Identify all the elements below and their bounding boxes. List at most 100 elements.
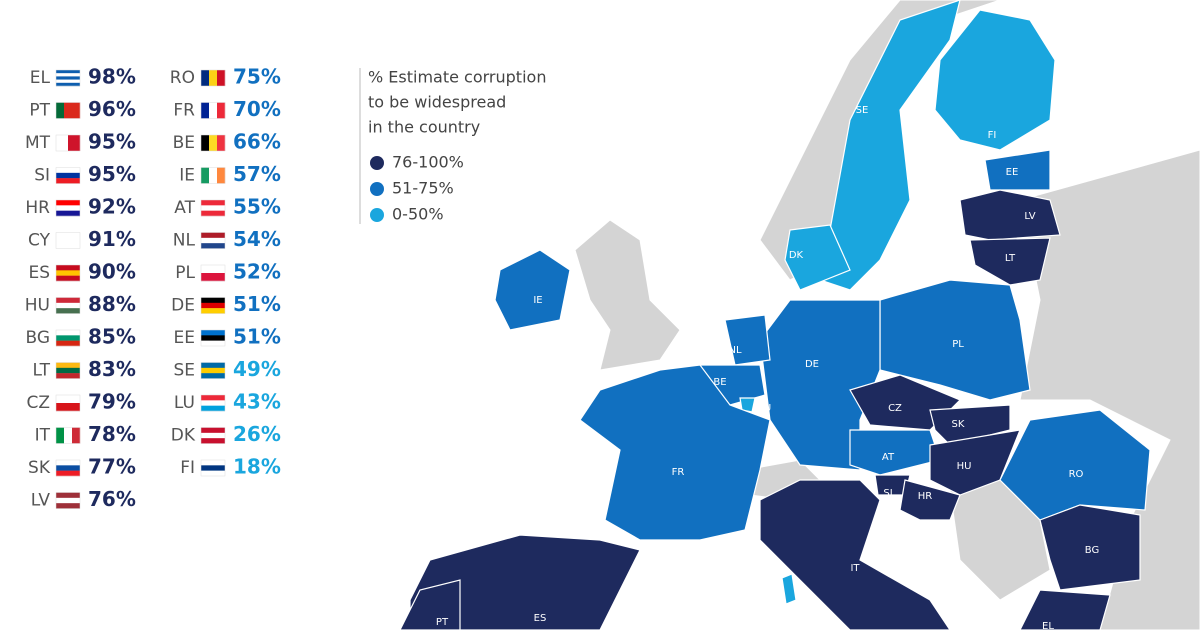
flag-stripe (201, 210, 225, 217)
country (579, 364, 771, 541)
country-value: 90% (88, 260, 136, 284)
flag-border (200, 69, 226, 87)
country (1019, 589, 1111, 630)
flag-stripe (201, 465, 225, 471)
map-label: ES (534, 613, 547, 624)
flag-stripe (201, 265, 225, 274)
flag-stripe (56, 330, 80, 336)
flag-stripe (201, 373, 225, 379)
flag-border (200, 427, 226, 444)
country-value: 79% (88, 390, 136, 414)
country-value: 52% (233, 260, 281, 284)
flag-stripe (56, 178, 80, 184)
map-label: EE (1006, 167, 1019, 178)
country-code: PL (175, 263, 195, 283)
map-label: PT (436, 617, 449, 628)
country (399, 579, 461, 630)
flag-border (200, 362, 226, 379)
flag-stripe (201, 102, 210, 119)
legend-swatch (370, 182, 384, 196)
legend-label: 76-100% (392, 153, 464, 172)
country (724, 314, 771, 366)
flag-border (200, 199, 226, 217)
flag-stripe (201, 232, 225, 239)
legend-swatch (370, 156, 384, 170)
flag-stripe (56, 210, 80, 217)
country (781, 573, 797, 605)
map-label: DE (805, 359, 819, 370)
country-code: LT (32, 361, 50, 381)
country-value: 18% (233, 455, 281, 479)
country-value: 95% (88, 130, 136, 154)
flag-stripe (56, 243, 80, 249)
flag-border (200, 459, 226, 477)
flag-stripe (217, 102, 226, 119)
country (819, 0, 961, 291)
flag-border (55, 297, 81, 314)
country-code: SE (173, 361, 195, 381)
country-value: 77% (88, 455, 136, 479)
country-code: DE (171, 296, 195, 316)
country-code: SI (34, 166, 50, 186)
flag-stripe (217, 70, 226, 86)
country-code: CY (28, 231, 51, 251)
country (899, 479, 961, 521)
flag-border (200, 264, 226, 282)
country-value: 75% (233, 65, 281, 89)
flag-stripe (64, 427, 73, 444)
flag-border (55, 264, 81, 282)
country-code: NL (173, 231, 196, 251)
flag-stripe (56, 275, 80, 282)
flag-stripe (201, 135, 210, 151)
flag-stripe (56, 503, 80, 509)
flag-stripe (201, 335, 225, 341)
flag-stripe (56, 308, 80, 314)
legend: % Estimate corruption to be widespread in … (368, 68, 546, 224)
country-value: 51% (233, 325, 281, 349)
country-code: LU (174, 393, 195, 413)
flag-stripe (56, 200, 80, 206)
country-value: 54% (233, 227, 281, 251)
flag-stripe (56, 403, 80, 412)
country-code: IE (179, 166, 195, 186)
country-code: IT (35, 426, 51, 446)
flag-border (55, 492, 81, 509)
flag-stripe (217, 167, 226, 184)
flag-stripe (201, 432, 225, 439)
legend-title: to be widespread (368, 93, 506, 112)
flag-border (55, 394, 81, 412)
map-label: LV (1024, 211, 1035, 222)
flag-border (55, 102, 81, 119)
map-labels: SE FI EE LV LT DK IE NL BE LU DE PL CZ SK AT HU SI HR RO FR… (436, 105, 1099, 630)
flag-stripe (56, 270, 80, 276)
map-label: BG (1085, 545, 1099, 556)
country-value: 70% (233, 97, 281, 121)
flag-stripe (201, 243, 225, 249)
flag-border (55, 362, 81, 379)
flag-stripe (56, 497, 80, 504)
map-label: BE (713, 377, 726, 388)
flag-stripe (201, 167, 210, 184)
map-label: CZ (888, 403, 902, 414)
flag-stripe (201, 340, 225, 347)
flag-stripe (72, 102, 81, 119)
country-code: MT (25, 133, 51, 153)
map-label: HR (918, 491, 933, 502)
flag-stripe (56, 470, 80, 477)
flag-stripe (68, 135, 81, 151)
flag-border (200, 232, 226, 249)
flag-border (55, 134, 81, 152)
map (399, 0, 1200, 630)
flag-stripe (56, 205, 80, 211)
flag-stripe (201, 395, 225, 401)
country-code: EL (30, 68, 51, 88)
flag-stripe (201, 302, 225, 309)
flag-stripe (201, 237, 225, 244)
flag-stripe (56, 373, 80, 379)
flag-stripe (201, 70, 210, 86)
country-value: 83% (88, 357, 136, 381)
country-code: PT (29, 101, 50, 121)
flag-stripe (56, 465, 80, 471)
map-label: RO (1069, 469, 1084, 480)
flag-stripe (201, 400, 225, 406)
